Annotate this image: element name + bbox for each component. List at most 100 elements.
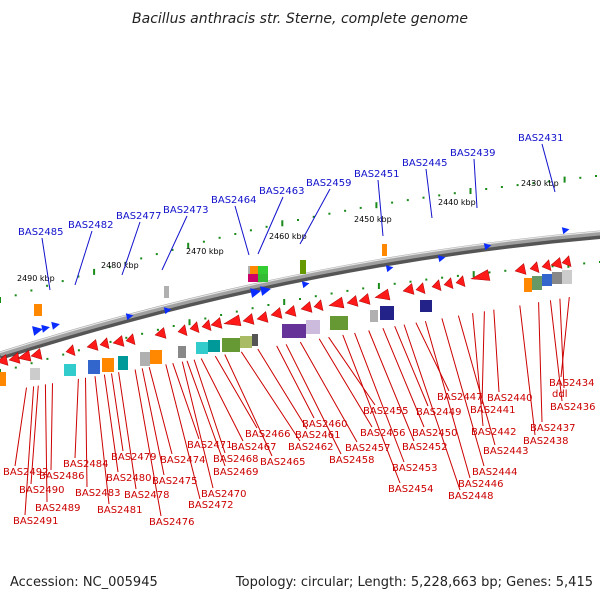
feature-box — [34, 304, 42, 316]
tick-major — [563, 176, 566, 183]
reverse-gene-label: BAS2479 — [111, 452, 157, 463]
genome-backbone — [0, 230, 600, 360]
map-title: Bacillus anthracis str. Sterne, complete… — [132, 11, 468, 27]
tick-minor — [297, 219, 299, 221]
reverse-leader-line — [24, 386, 35, 516]
feature-box — [240, 336, 252, 348]
forward-leader-line — [473, 158, 478, 209]
feature-box — [140, 352, 150, 366]
forward-arrow — [125, 313, 134, 321]
reverse-gene-label: BAS2447 — [437, 392, 483, 403]
tick-minor — [583, 262, 586, 265]
reverse-leader-line — [50, 383, 53, 471]
reverse-leader-line — [193, 359, 226, 454]
reverse-gene-label: BAS2455 — [363, 406, 409, 417]
feature-box — [196, 342, 208, 354]
tick-minor — [171, 248, 174, 251]
reverse-leader-line — [299, 341, 358, 443]
reverse-leader-line — [181, 361, 214, 489]
forward-leader-line — [425, 168, 433, 219]
forward-leader-line — [161, 215, 188, 271]
reverse-arrow — [415, 282, 426, 294]
reverse-gene-label: BAS2492 — [3, 467, 49, 478]
tick-minor — [488, 271, 491, 274]
tick-minor — [393, 282, 396, 285]
forward-gene-label: BAS2431 — [518, 133, 564, 144]
reverse-gene-label: BAS2476 — [149, 517, 195, 528]
reverse-arrow — [313, 299, 324, 311]
forward-leader-line — [121, 221, 141, 276]
reverse-gene-label: BAS2452 — [402, 442, 448, 453]
backbone-shadow — [0, 233, 600, 360]
forward-leader-line — [257, 196, 284, 255]
tick-minor — [391, 201, 394, 204]
reverse-gene-label: BAS2442 — [471, 427, 517, 438]
feature-box — [208, 340, 220, 352]
accession-text: Accession: NC_005945 — [10, 575, 158, 590]
reverse-leader-line — [103, 374, 119, 473]
tick-minor — [220, 314, 223, 316]
reverse-leader-line — [472, 313, 484, 427]
reverse-gene-label: BAS2478 — [124, 490, 170, 501]
feature-box — [300, 260, 306, 274]
tick-major — [93, 268, 96, 275]
reverse-gene-label: BAS2491 — [13, 516, 59, 527]
tick-minor — [202, 240, 205, 243]
tick-minor — [330, 292, 333, 295]
reverse-arrow — [270, 307, 283, 319]
reverse-gene-label: BAS2468 — [213, 454, 259, 465]
reverse-arrow — [529, 261, 540, 273]
reverse-gene-label: BAS2448 — [448, 491, 494, 502]
reverse-arrow — [300, 301, 313, 313]
tick-minor — [46, 357, 49, 360]
tick-minor — [299, 298, 301, 300]
backbone-strand — [0, 230, 600, 357]
feature-box — [258, 266, 268, 274]
kbp-label: 2490 kbp — [17, 274, 55, 283]
reverse-gene-label: BAS2472 — [188, 500, 234, 511]
reverse-arrow — [223, 314, 242, 327]
reverse-gene-label: BAS2486 — [39, 471, 85, 482]
reverse-leader-line — [368, 330, 415, 442]
reverse-gene-label: BAS2444 — [472, 467, 518, 478]
reverse-gene-label: BAS2453 — [392, 463, 438, 474]
tick-minor — [362, 287, 365, 290]
tick-minor — [14, 294, 17, 297]
reverse-leader-line — [342, 334, 401, 484]
reverse-arrow — [86, 339, 99, 351]
reverse-leader-line — [85, 377, 88, 488]
reverse-arrow — [125, 333, 136, 345]
feature-box — [150, 350, 162, 364]
tick-minor — [141, 332, 144, 335]
reverse-arrow — [541, 259, 552, 271]
reverse-leader-line — [457, 315, 496, 446]
forward-leader-line — [41, 237, 51, 291]
reverse-arrow — [443, 277, 454, 289]
forward-gene-label: BAS2459 — [306, 178, 352, 189]
reverse-gene-label: BAS2456 — [360, 428, 406, 439]
reverse-gene-label: BAS2490 — [19, 485, 65, 496]
reverse-leader-line — [285, 344, 342, 455]
forward-arrow — [41, 324, 50, 333]
reverse-arrow — [374, 288, 391, 301]
feature-box — [370, 310, 378, 322]
feature-box — [102, 358, 114, 372]
forward-gene-label: BAS2485 — [18, 227, 64, 238]
forward-leader-line — [299, 188, 331, 245]
reverse-gene-label: BAS2460 — [302, 419, 348, 430]
reverse-arrow — [256, 311, 269, 323]
reverse-arrow — [0, 354, 9, 366]
reverse-leader-line — [519, 305, 536, 436]
reverse-gene-label: BAS2470 — [201, 489, 247, 500]
forward-arrow — [250, 288, 261, 298]
summary-text: Topology: circular; Length: 5,228,663 bp… — [235, 575, 593, 590]
tick-minor — [108, 266, 111, 269]
feature-box — [382, 244, 387, 256]
reverse-leader-line — [382, 328, 425, 428]
forward-arrow — [301, 281, 310, 289]
reverse-leader-line — [257, 348, 308, 430]
reverse-arrow — [112, 335, 125, 347]
tick-major — [472, 271, 475, 278]
tick-major — [187, 242, 190, 249]
reverse-leader-line — [172, 363, 200, 440]
